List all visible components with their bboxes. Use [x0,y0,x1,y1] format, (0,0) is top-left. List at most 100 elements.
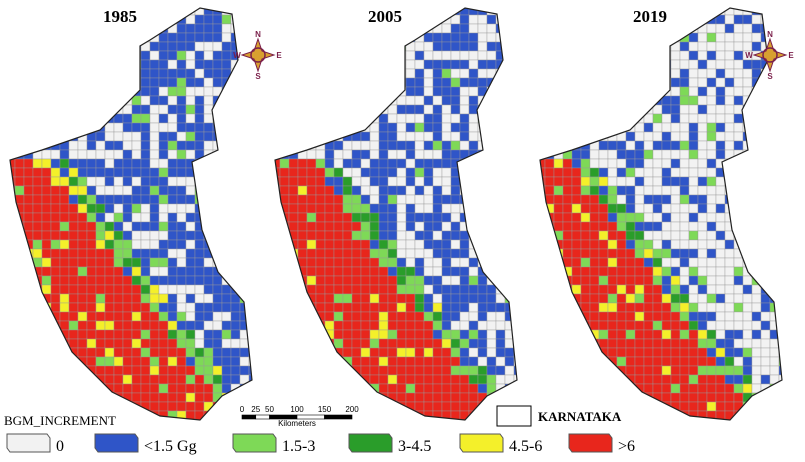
cell [306,203,317,214]
cell [41,374,52,385]
cell [324,86,335,97]
cell [414,347,425,358]
cell [41,230,52,241]
cell [369,113,380,124]
cell [131,365,142,376]
cell [297,248,308,259]
cell [59,32,70,43]
cell [504,32,515,43]
cell [450,419,461,420]
cell [513,59,517,70]
cell [324,104,335,115]
cell [324,131,335,142]
cell [41,401,52,412]
cell [333,77,344,88]
cell [41,59,52,70]
cell [679,203,690,214]
cell [652,176,663,187]
cell [598,383,609,394]
cell [297,221,308,232]
cell [423,203,434,214]
cell [333,68,344,79]
cell [760,122,771,133]
scale-tick-label: 100 [290,405,304,414]
cell [706,293,717,304]
cell [131,338,142,349]
cell [104,113,115,124]
cell [423,140,434,151]
cell [477,329,488,340]
cell [68,41,79,52]
cell [50,230,61,241]
cell [468,275,479,286]
cell [760,266,771,277]
cell [688,239,699,250]
cell [288,338,299,349]
cell [41,248,52,259]
cell [432,131,443,142]
cell [149,50,160,61]
cell [369,194,380,205]
cell [616,239,627,250]
cell [607,32,618,43]
cell [562,68,573,79]
cell [387,158,398,169]
cell [468,302,479,313]
cell [495,248,506,259]
cell [706,266,717,277]
cell [59,356,70,367]
cell [697,14,708,25]
cell [50,356,61,367]
cell [68,374,79,385]
cell [405,221,416,232]
cell [95,50,106,61]
cell [715,347,726,358]
cell [495,104,506,115]
cell [306,185,317,196]
cell [14,302,25,313]
cell [176,104,187,115]
cell [414,257,425,268]
cell [441,392,452,403]
cell [275,14,281,25]
cell [77,239,88,250]
cell [306,320,317,331]
cell [194,320,205,331]
cell [221,113,232,124]
cell [212,212,223,223]
cell [459,122,470,133]
cell [185,68,196,79]
cell [634,275,645,286]
cell [23,329,34,340]
cell [86,59,97,70]
cell [643,311,654,322]
cell [405,329,416,340]
cell [95,329,106,340]
cell [396,239,407,250]
cell [571,32,582,43]
cell [697,293,708,304]
cell [239,347,250,358]
cell [513,338,517,349]
cell [333,149,344,160]
cell [342,239,353,250]
cell [86,23,97,34]
cell [212,167,223,178]
cell [441,347,452,358]
cell [423,284,434,295]
cell [468,419,479,420]
cell [203,14,214,25]
cell [580,68,591,79]
cell [351,284,362,295]
cell [342,149,353,160]
cell [387,122,398,133]
cell [221,230,232,241]
cell [351,23,362,34]
cell [742,212,753,223]
cell [10,8,16,16]
cell [140,50,151,61]
cell [751,131,762,142]
cell [23,302,34,313]
cell [405,230,416,241]
